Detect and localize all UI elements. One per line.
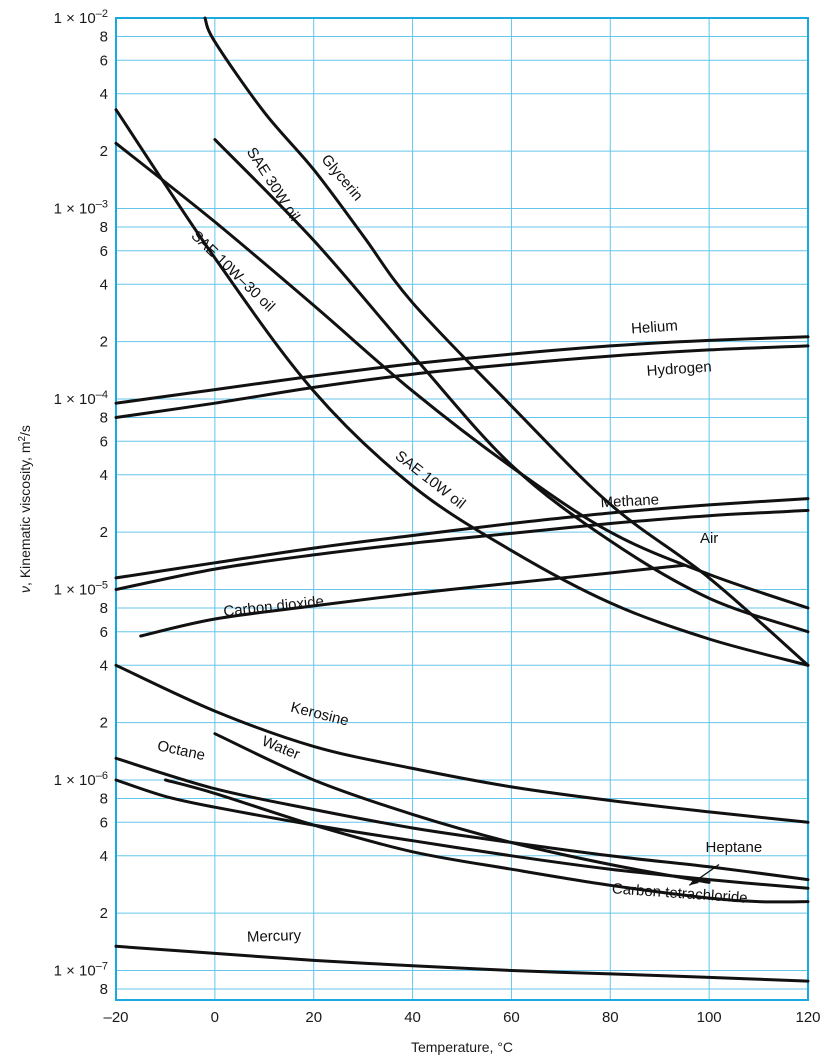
series-label-mercury: Mercury — [247, 927, 302, 946]
y-tick-label: 1 × 10–6 — [54, 770, 108, 789]
y-axis-title-text: , Kinematic viscosity, m — [17, 442, 33, 586]
y-tick-label: 1 × 10–3 — [54, 198, 108, 217]
y-axis-title-exponent: 2 — [17, 436, 28, 442]
y-tick-label: 6 — [100, 243, 108, 260]
series-line-carbon-tetrachloride — [163, 778, 810, 904]
x-tick-label: 80 — [602, 1009, 619, 1026]
series-line-heptane — [114, 778, 810, 890]
y-axis-title-symbol: ν — [17, 586, 33, 593]
series-label-hydrogen: Hydrogen — [646, 358, 712, 379]
series-label-sae-30w-oil: SAE 30W oil — [243, 144, 303, 224]
y-tick-label: 6 — [100, 624, 108, 641]
y-tick-label: 8 — [100, 28, 108, 45]
series-line-octane — [114, 756, 810, 882]
y-tick-label: 4 — [100, 276, 108, 293]
series-line-helium — [114, 335, 810, 405]
y-tick-label: 6 — [100, 52, 108, 69]
series-line-methane — [114, 497, 810, 580]
series-line-glycerin — [203, 16, 810, 667]
series-line-mercury — [114, 944, 810, 983]
pointer-arrowhead-heptane — [689, 877, 699, 886]
series-label-octane: Octane — [156, 737, 207, 764]
series-label-heptane: Heptane — [705, 839, 762, 856]
x-tick-label: 60 — [503, 1009, 520, 1026]
y-tick-label: 2 — [100, 143, 108, 160]
y-tick-label: 8 — [100, 409, 108, 426]
series-label-glycerin: Glycerin — [318, 151, 366, 204]
series-line-sae-30w-oil — [213, 138, 810, 634]
x-tick-label: 100 — [697, 1009, 722, 1026]
plot-frame — [115, 17, 809, 1001]
series-label-sae-10w-30-oil: SAE 10W–30 oil — [188, 227, 278, 315]
y-tick-label: 6 — [100, 433, 108, 450]
series-label-methane: Methane — [600, 491, 659, 511]
x-axis-title: Temperature, °C — [411, 1039, 513, 1055]
series-line-sae-10w-oil — [114, 108, 810, 667]
series-label-carbon-dioxide: Carbon dioxide — [223, 593, 325, 620]
y-tick-label: 1 × 10–2 — [54, 8, 108, 27]
y-tick-label: 8 — [100, 219, 108, 236]
grid — [115, 17, 809, 1000]
series-label-kerosine: Kerosine — [289, 699, 351, 730]
x-tick-label: 0 — [211, 1009, 219, 1026]
y-tick-label: 1 × 10–7 — [54, 960, 108, 979]
y-tick-label: 4 — [100, 86, 108, 103]
series-line-hydrogen — [114, 344, 810, 419]
y-tick-label: 4 — [100, 848, 108, 865]
y-tick-label: 2 — [100, 334, 108, 351]
series-lines — [114, 16, 810, 983]
x-tick-label: –20 — [103, 1009, 128, 1026]
x-tick-label: 120 — [795, 1009, 820, 1026]
series-label-helium: Helium — [631, 317, 679, 337]
y-tick-label: 6 — [100, 814, 108, 831]
series-line-air — [114, 508, 810, 591]
y-tick-label: 1 × 10–4 — [54, 389, 108, 408]
x-tick-label: 40 — [404, 1009, 421, 1026]
series-line-carbon-dioxide — [139, 563, 686, 638]
y-tick-label: 4 — [100, 657, 108, 674]
series-label-carbon-tetrachloride: Carbon tetrachloride — [611, 880, 748, 906]
y-tick-label: 1 × 10–5 — [54, 579, 108, 598]
y-tick-label: 8 — [100, 600, 108, 617]
x-axis-ticks: –20 0 20 40 60 80 100 120 — [103, 1009, 820, 1026]
y-tick-label: 2 — [100, 715, 108, 732]
y-tick-label: 8 — [100, 981, 108, 998]
y-axis-title: ν, Kinematic viscosity, m2/s — [17, 425, 34, 593]
series-line-sae-10w-30-oil — [114, 141, 810, 610]
series-line-water — [213, 732, 711, 884]
y-axis-title-unit: /s — [17, 425, 33, 436]
x-tick-label: 20 — [305, 1009, 322, 1026]
y-tick-label: 2 — [100, 905, 108, 922]
series-label-air: Air — [700, 530, 718, 547]
y-tick-label: 4 — [100, 467, 108, 484]
y-tick-label: 8 — [100, 790, 108, 807]
y-tick-label: 2 — [100, 524, 108, 541]
series-line-kerosine — [114, 663, 810, 824]
